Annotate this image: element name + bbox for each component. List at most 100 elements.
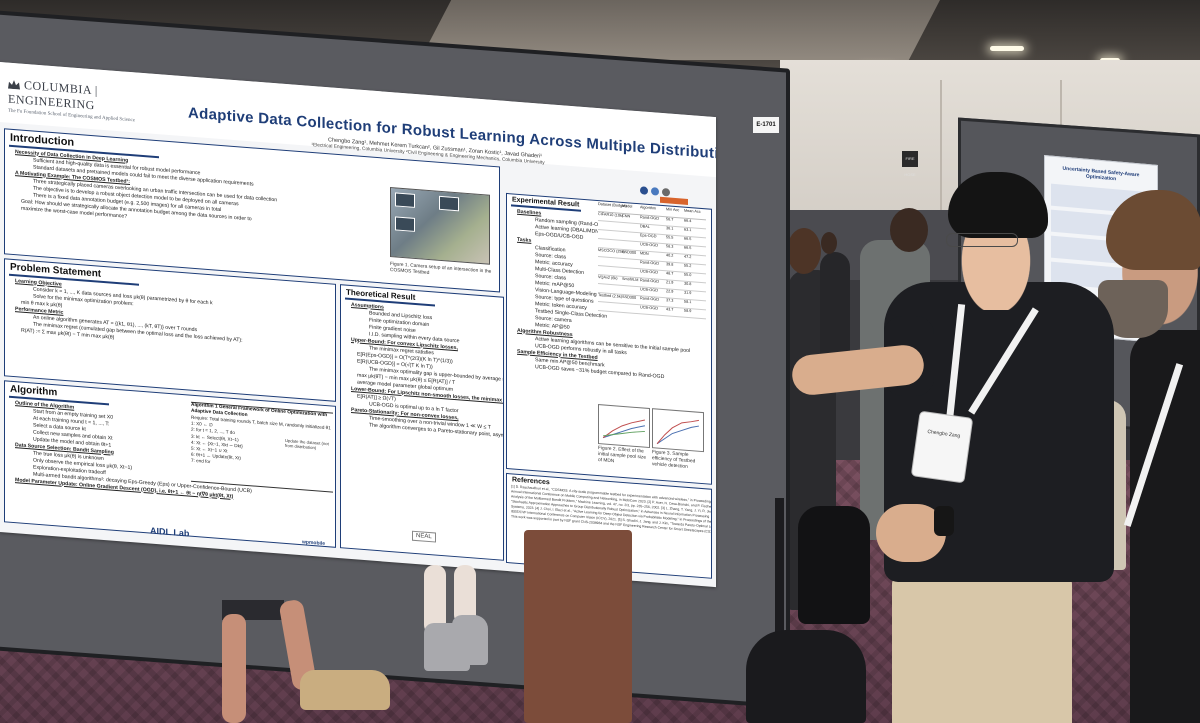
camera-view-thumbnail (395, 216, 415, 232)
table-cell (622, 271, 640, 272)
table-cell: 22.9 (666, 289, 674, 294)
table-cell: 37.3 (666, 298, 674, 303)
table-header-cell: Model (622, 203, 633, 209)
table-cell (622, 307, 640, 308)
table-cell (622, 226, 640, 227)
table-cell (598, 287, 622, 289)
theoretical-result-section: Theoretical Result Assumptions Bounded an… (340, 284, 504, 561)
table-cell: MSCOCO (25k) (598, 248, 625, 255)
table-cell: SSD300 (622, 249, 637, 255)
sponsor-badge (660, 196, 688, 205)
table-cell (598, 260, 622, 262)
table-cell: Rand-OGD (640, 260, 659, 266)
table-cell: 47.2 (684, 254, 692, 260)
table-cell: 56.7 (666, 217, 674, 222)
table-cell: 63.1 (684, 227, 692, 233)
wall-panel-seam (940, 80, 942, 220)
plot-line-ucb (656, 419, 700, 445)
table-cell: 30.8 (684, 281, 692, 287)
table-cell: 58.9 (684, 308, 692, 314)
table-cell: SSD300 (622, 294, 637, 300)
attendee-leg (454, 565, 476, 625)
table-cell: 55.5 (666, 235, 674, 240)
plot-line-rand (656, 425, 700, 445)
table-cell (598, 269, 622, 271)
figure2-plot (598, 404, 650, 449)
table-cell: UCB-OGD (640, 269, 658, 275)
smartwatch (934, 506, 954, 536)
table-cell: SmolVLM (622, 276, 639, 283)
backpack (798, 506, 870, 624)
table-cell: 58.3 (666, 244, 674, 249)
plot-line-mdn (603, 430, 645, 437)
table-cell (622, 262, 640, 263)
neal-logo: NEAL (412, 530, 436, 543)
table-cell (622, 289, 640, 290)
attendee-legs (418, 565, 490, 723)
camera-view-thumbnail (439, 195, 459, 212)
table-cell: DBAL (640, 224, 650, 230)
algorithm-section: Algorithm Outline of the Algorithm Start … (4, 380, 336, 548)
table-cell: 55.0 (684, 272, 692, 278)
figure3-plot (652, 408, 704, 453)
table-cell (622, 244, 640, 245)
visitor-right-hair (1106, 190, 1200, 270)
table-cell: Eps-OGD (640, 233, 657, 239)
background-attendee-head (787, 228, 821, 274)
background-attendee-head (890, 208, 928, 252)
results-table-body: CIFAR10 (10k)CNN Rand-OGD 56.7 66.4 DBAL 36.1… (598, 212, 706, 320)
attendee-leg (222, 614, 246, 723)
wpmobile-logo: wpmobile (302, 539, 326, 548)
easel-leg (775, 498, 784, 723)
plot-line-rand (602, 425, 646, 439)
logo-wordmark: COLUMBIA | ENGINEERING (8, 77, 98, 113)
eyeglasses (946, 233, 1018, 247)
table-cell: Testbed (2.5k) (598, 293, 623, 299)
attendee-leg (424, 565, 446, 635)
table-cell: 55.2 (684, 263, 692, 269)
badge-name: Chengbo Zang (927, 428, 961, 440)
table-cell: UCB-OGD (640, 242, 658, 248)
table-cell: 48.7 (666, 271, 674, 276)
sneaker-shoe (452, 615, 488, 665)
aidl-lab-logo: AIDL Lab (150, 525, 190, 539)
table-cell: 43.7 (666, 307, 674, 312)
table-cell: MDN (640, 251, 649, 256)
figure3-svg (656, 419, 700, 445)
table-cell: Rand-OGD (640, 296, 659, 302)
sneaker-shoe (300, 670, 390, 710)
table-cell: Rand-OGD (640, 215, 659, 221)
poster-frame: COLUMBIA | ENGINEERING The Fu Foundation… (0, 62, 716, 588)
table-cell: 58.1 (684, 299, 692, 305)
crown-icon (8, 80, 20, 90)
presenter-pants (892, 576, 1072, 723)
table-cell (598, 233, 622, 235)
wall-sign: FIRE HOSE (902, 151, 918, 177)
table-cell: VQAv2 (6k) (598, 275, 618, 281)
figure2-svg (602, 419, 646, 439)
attendee-brown-pants (524, 530, 632, 723)
table-header-cell: Algorithm (640, 205, 657, 211)
table-cell: 66.4 (684, 218, 692, 224)
table-cell: UCB-OGD (640, 305, 658, 311)
name-badge: Chengbo Zang (910, 410, 974, 484)
table-cell (622, 235, 640, 236)
sponsor-icon (640, 186, 648, 195)
table-cell: 31.9 (684, 290, 692, 296)
background-attendee-head (821, 232, 837, 254)
research-poster: COLUMBIA | ENGINEERING The Fu Foundation… (0, 62, 716, 588)
plot-line-ucb (602, 419, 646, 439)
table-cell: UCB-OGD (640, 287, 658, 293)
table-cell: CNN (622, 213, 631, 219)
experiment-list: Baselines Random sampling (Rand-OGD) Activ… (507, 208, 690, 379)
bag-on-floor (746, 630, 866, 723)
table-cell: Rand-OGD (640, 278, 659, 284)
sponsor-icon (651, 187, 659, 196)
problem-statement-section: Problem Statement Learning Objective Cons… (4, 258, 336, 402)
table-cell: 40.2 (666, 253, 674, 258)
table-cell (598, 224, 622, 226)
board-number-label: E-1701 (753, 117, 779, 133)
visitor-right-body (1130, 330, 1200, 723)
camera-view-thumbnail (395, 192, 415, 208)
table-cell: 66.5 (684, 245, 692, 251)
